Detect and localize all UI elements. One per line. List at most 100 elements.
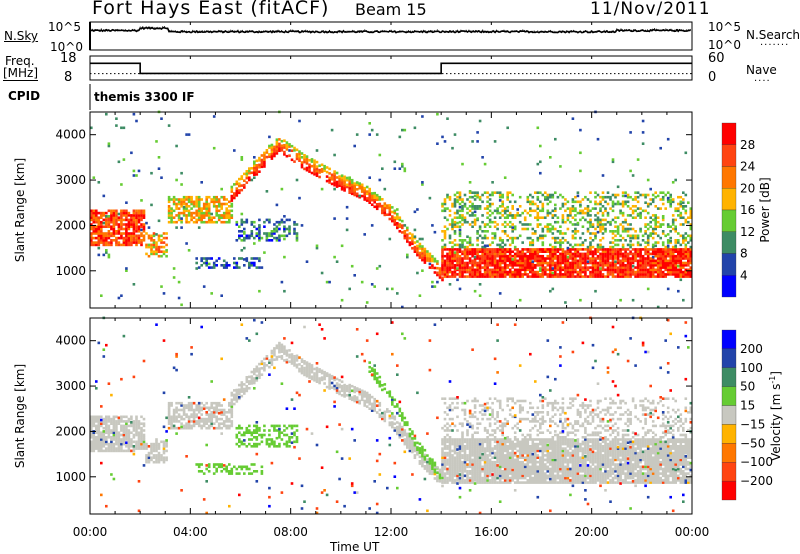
echo-cell: [142, 445, 146, 448]
echo-cell: [122, 415, 126, 419]
echo-cell: [611, 257, 615, 260]
echo-cell: [476, 191, 479, 194]
echo-cell: [140, 241, 143, 244]
echo-cell: [92, 442, 96, 446]
echo-cell: [120, 183, 123, 186]
echo-cell: [498, 191, 502, 194]
echo-cell: [443, 236, 447, 240]
echo-cell: [303, 371, 306, 374]
echo-cell: [215, 426, 218, 430]
echo-cell: [378, 415, 382, 419]
echo-cell: [456, 440, 459, 444]
echo-cell: [539, 144, 542, 148]
echo-cell: [654, 259, 657, 263]
echo-cell: [391, 414, 394, 417]
echo-cell: [556, 250, 560, 253]
echo-cell: [313, 379, 316, 382]
echo-cell: [677, 202, 680, 206]
echo-cell: [511, 226, 514, 229]
echo-cell: [599, 248, 602, 251]
echo-cell: [438, 276, 442, 279]
echo-cell: [576, 252, 580, 256]
echo-cell: [501, 205, 504, 208]
echo-cell: [215, 205, 218, 208]
echo-cell: [446, 259, 449, 263]
echo-cell: [481, 230, 484, 233]
echo-cell: [511, 236, 514, 240]
echo-cell: [358, 194, 361, 198]
echo-cell: [253, 264, 256, 267]
echo-cell: [112, 230, 116, 233]
echo-cell: [591, 264, 595, 267]
echo-cell: [483, 270, 487, 274]
echo-cell: [677, 289, 680, 293]
echo-cell: [433, 257, 437, 261]
echo-cell: [398, 230, 402, 233]
echo-cell: [501, 245, 504, 249]
echo-cell: [564, 220, 567, 224]
echo-cell: [656, 264, 660, 267]
echo-cell: [240, 442, 244, 446]
echo-cell: [90, 211, 93, 215]
echo-cell: [92, 447, 96, 450]
echo-cell: [631, 261, 635, 265]
echo-cell: [233, 393, 236, 397]
echo-cell: [102, 234, 106, 238]
echo-cell: [187, 422, 191, 425]
echo-cell: [476, 205, 479, 208]
echo-cell: [453, 205, 457, 208]
echo-cell: [228, 200, 231, 204]
echo-cell: [403, 440, 407, 444]
echo-cell: [273, 426, 276, 430]
echo-cell: [345, 394, 349, 397]
echo-cell: [451, 465, 454, 469]
echo-cell: [554, 248, 557, 251]
echo-cell: [105, 424, 108, 428]
echo-cell: [443, 248, 447, 251]
echo-cell: [506, 250, 509, 253]
echo-cell: [498, 239, 502, 242]
echo-cell: [162, 447, 166, 450]
echo-cell: [526, 195, 530, 199]
echo-cell: [416, 244, 419, 248]
echo-cell: [195, 420, 198, 423]
echo-cell: [300, 360, 304, 363]
echo-cell: [626, 243, 630, 247]
echo-cell: [609, 264, 612, 267]
echo-cell: [305, 361, 309, 364]
echo-cell: [511, 259, 514, 263]
echo-cell: [125, 201, 128, 204]
echo-cell: [375, 379, 379, 382]
echo-cell: [566, 261, 570, 265]
echo-cell: [508, 273, 512, 276]
echo-cell: [370, 283, 374, 286]
echo-cell: [260, 465, 264, 469]
echo-cell: [212, 266, 216, 269]
echo-cell: [666, 223, 670, 226]
echo-cell: [165, 249, 168, 252]
echo-cell: [669, 273, 672, 276]
echo-cell: [217, 417, 221, 421]
echo-cell: [258, 165, 261, 169]
echo-cell: [566, 207, 570, 210]
echo-cell: [544, 257, 547, 260]
echo-cell: [263, 232, 266, 235]
echo-cell: [278, 234, 281, 238]
echo-cell: [278, 144, 281, 148]
echo-cell: [210, 406, 213, 410]
echo-cell: [453, 270, 457, 274]
echo-cell: [458, 243, 462, 247]
echo-cell: [250, 370, 254, 374]
echo-cell: [556, 273, 560, 276]
echo-cell: [137, 426, 141, 430]
echo-cell: [654, 261, 657, 265]
echo-cell: [421, 445, 424, 449]
echo-cell: [468, 236, 472, 240]
echo-cell: [205, 205, 208, 208]
echo-cell: [624, 254, 627, 258]
echo-cell: [278, 346, 281, 349]
echo-cell: [107, 253, 111, 257]
echo-cell: [521, 248, 524, 251]
echo-cell: [233, 465, 236, 469]
echo-cell: [180, 205, 183, 208]
